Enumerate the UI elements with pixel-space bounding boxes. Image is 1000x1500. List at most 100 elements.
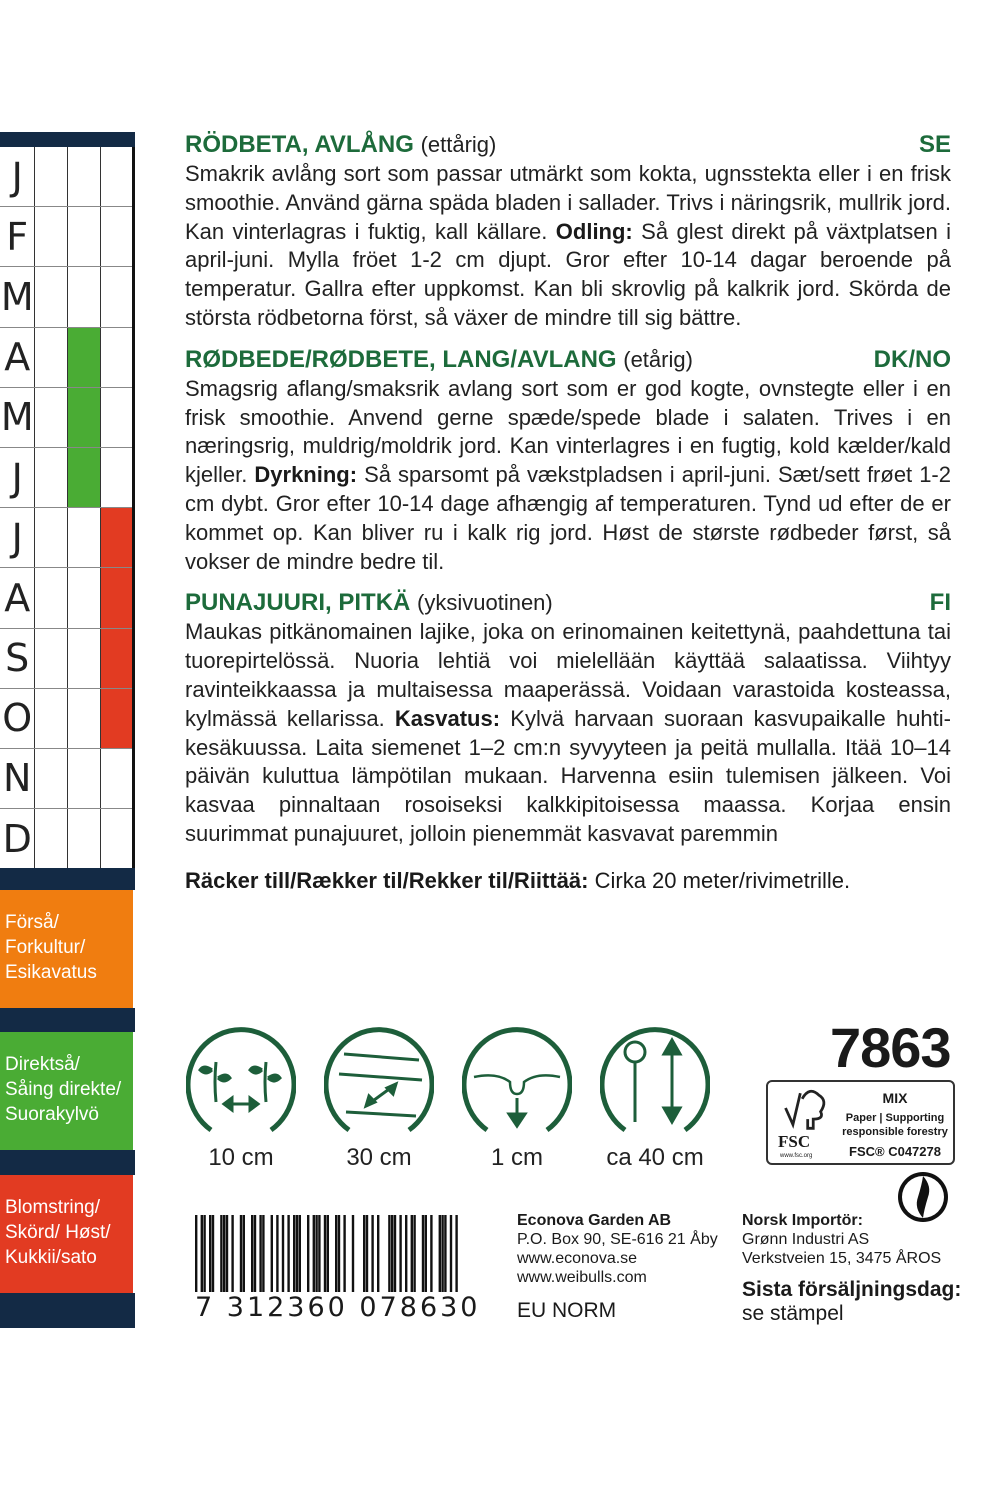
barcode-bar <box>315 1215 318 1311</box>
calendar-cell <box>99 628 133 688</box>
section-heading: RØDBEDE/RØDBETE, LANG/AVLANG (etårig) DK/… <box>185 345 951 373</box>
calendar-month-row: S <box>0 628 133 689</box>
calendar-month-row: M <box>0 267 133 328</box>
calendar-cell <box>66 327 100 387</box>
calendar-cell <box>66 207 100 267</box>
language-code: DK/NO <box>873 345 951 373</box>
plant-spacing-icon <box>185 1027 297 1133</box>
divider <box>0 1150 135 1175</box>
calendar-month-row: D <box>0 809 132 870</box>
sowing-depth-icon <box>461 1027 573 1133</box>
calendar-month-row: O <box>0 688 133 749</box>
icon-item: 10 cm <box>185 1022 297 1172</box>
language-code: FI <box>929 589 951 617</box>
calendar-month-row: A <box>0 568 133 629</box>
calendar-cell <box>66 508 100 568</box>
calendar-header-bar <box>0 132 135 147</box>
calendar-cell <box>34 508 67 568</box>
barcode-bar <box>405 1215 408 1311</box>
calendar-cell <box>34 267 67 327</box>
barcode-bar <box>388 1215 391 1311</box>
barcode <box>195 1215 458 1311</box>
importer-info: Norsk Importör: Grønn Industri AS Verkst… <box>742 1212 962 1325</box>
month-label: J <box>11 455 23 500</box>
barcode-bar <box>413 1215 416 1311</box>
barcode-bar <box>281 1215 285 1311</box>
language-code: SE <box>918 131 951 158</box>
month-label: M <box>0 395 34 440</box>
calendar-cell <box>66 809 100 870</box>
barcode-bar <box>223 1215 226 1311</box>
barcode-bar <box>424 1215 427 1311</box>
barcode-bar <box>399 1215 402 1311</box>
legend-harvest: Blomstring/ Skörd/ Høst/ Kukkii/sato <box>0 1175 133 1293</box>
barcode-bar <box>200 1215 203 1311</box>
calendar-cell <box>99 447 133 508</box>
barcode-bar <box>421 1215 425 1311</box>
divider <box>0 868 135 890</box>
barcode-bar <box>343 1215 346 1311</box>
barcode-bar <box>391 1215 394 1311</box>
legend-direct-sowing: Direktså/ Såing direkte/ Suorakylvö <box>0 1032 133 1150</box>
calendar-cell <box>34 387 67 447</box>
barcode-bar <box>211 1215 215 1311</box>
barcode-number: 7 312360 078630 <box>195 1292 481 1324</box>
barcode-bar <box>441 1215 444 1311</box>
barcode-bar <box>351 1215 355 1311</box>
barcode-bar <box>225 1215 229 1311</box>
calendar-cell <box>66 628 100 688</box>
calendar-cell <box>66 267 100 327</box>
barcode-bar <box>393 1215 397 1311</box>
language-section: RÖDBETA, AVLÅNG (ettårig) SE Smakrik avlån… <box>185 130 951 333</box>
barcode-bar <box>410 1215 413 1311</box>
barcode-bar <box>337 1215 341 1311</box>
month-label: A <box>4 575 31 620</box>
barcode-bar <box>444 1215 447 1311</box>
calendar-month-row: J <box>0 508 133 569</box>
barcode-bar <box>220 1215 223 1311</box>
company-website-link[interactable]: www.econova.se <box>517 1250 638 1267</box>
barcode-bar <box>449 1215 453 1311</box>
coverage: Räcker till/Rækker til/Rekker til/Riittä… <box>185 867 851 893</box>
section-text: Smagsrig aflang/smaksrik avlang sort som… <box>185 375 951 574</box>
barcode-bar <box>259 1215 262 1311</box>
barcode-bar <box>295 1215 299 1311</box>
weibulls-website-link[interactable]: www.weibulls.com <box>517 1269 647 1286</box>
calendar-cell <box>34 327 67 387</box>
barcode-bar <box>326 1215 329 1311</box>
barcode-bar <box>307 1215 310 1311</box>
month-label: F <box>6 214 29 259</box>
barcode-bar <box>270 1215 273 1311</box>
barcode-bar <box>242 1215 245 1311</box>
barcode-bar <box>239 1215 243 1311</box>
section-text: Maukas pitkänomainen lajike, joka on eri… <box>185 619 951 846</box>
calendar-month-row: F <box>0 207 132 268</box>
month-label: D <box>2 817 32 862</box>
calendar-cell <box>99 688 133 748</box>
month-label: A <box>4 335 31 380</box>
fsc-logo: FSC www.fsc.org MIX Paper | Supporting r… <box>766 1080 955 1165</box>
calendar-cell <box>99 568 133 628</box>
calendar-cell <box>34 568 67 628</box>
description: RÖDBETA, AVLÅNG (ettårig) SE Smakrik avlån… <box>185 130 951 895</box>
fsc-tree-icon <box>784 1089 826 1130</box>
calendar-cell <box>66 748 100 809</box>
calendar-cell <box>34 809 67 870</box>
month-label: M <box>0 274 34 319</box>
calendar-cell <box>99 508 133 568</box>
divider <box>0 1293 135 1328</box>
calendar-cell <box>99 147 133 207</box>
barcode-bar <box>318 1215 321 1311</box>
calendar-cell <box>99 267 133 327</box>
barcode-bar <box>312 1215 315 1311</box>
company-info: Econova Garden AB P.O. Box 90, SE-616 21… <box>517 1212 718 1322</box>
barcode-bar <box>430 1215 433 1311</box>
barcode-bar <box>251 1215 254 1311</box>
barcode-bar <box>335 1215 338 1311</box>
row-spacing-icon <box>323 1027 435 1133</box>
divider <box>0 1008 135 1032</box>
calendar-month-row: J <box>0 147 133 208</box>
barcode-bar <box>377 1215 380 1311</box>
month-label: J <box>11 515 23 560</box>
calendar-month-row: M <box>0 387 132 448</box>
